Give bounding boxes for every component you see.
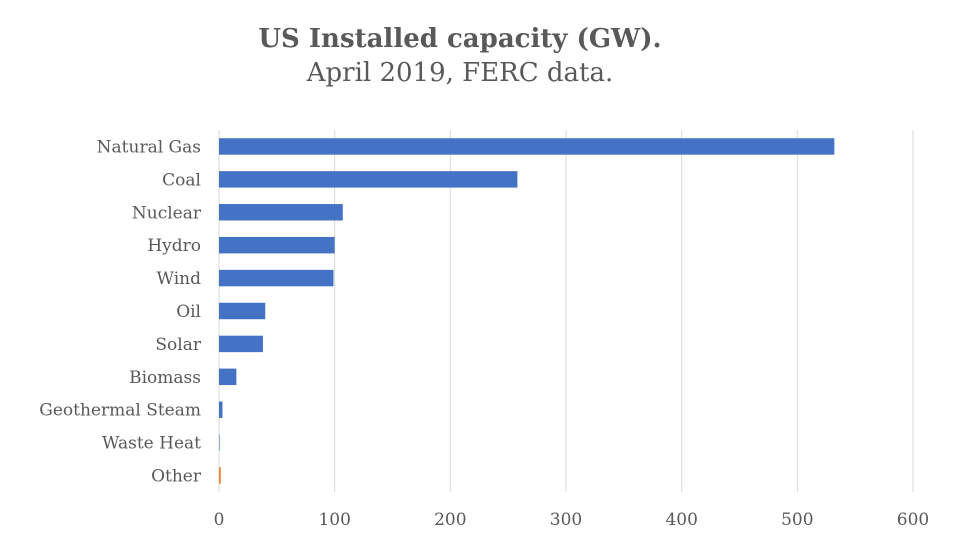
- category-label: Oil: [176, 302, 201, 322]
- bar: [219, 302, 266, 320]
- bar: [219, 171, 518, 188]
- category-label: Geothermal Steam: [39, 401, 201, 421]
- chart-title-block: US Installed capacity (GW). April 2019, …: [160, 22, 760, 90]
- bar: [219, 269, 334, 287]
- x-tick-label: 500: [781, 510, 813, 530]
- bar: [219, 467, 221, 484]
- bar: [219, 236, 335, 254]
- category-label: Coal: [162, 170, 201, 190]
- x-tick-label: 200: [434, 510, 466, 530]
- category-label: Biomass: [129, 368, 201, 388]
- bar: [219, 401, 223, 418]
- chart-title: US Installed capacity (GW).: [258, 24, 662, 54]
- category-label: Solar: [155, 335, 201, 355]
- category-label: Waste Heat: [102, 434, 201, 454]
- category-label: Nuclear: [132, 203, 202, 223]
- x-tick-label: 100: [318, 510, 350, 530]
- category-label: Hydro: [147, 236, 201, 256]
- x-tick-label: 400: [665, 510, 697, 530]
- x-tick-label: 0: [214, 510, 225, 530]
- category-label: Natural Gas: [97, 137, 201, 157]
- x-tick-label: 600: [897, 510, 929, 530]
- chart-subtitle: April 2019, FERC data.: [306, 58, 614, 88]
- x-tick-label: 300: [550, 510, 582, 530]
- bar: [219, 138, 835, 155]
- bar: [219, 368, 237, 386]
- category-label: Other: [151, 467, 202, 487]
- bar: [219, 434, 220, 451]
- category-label: Wind: [157, 269, 202, 289]
- bar: [219, 204, 343, 221]
- bar: [219, 335, 263, 353]
